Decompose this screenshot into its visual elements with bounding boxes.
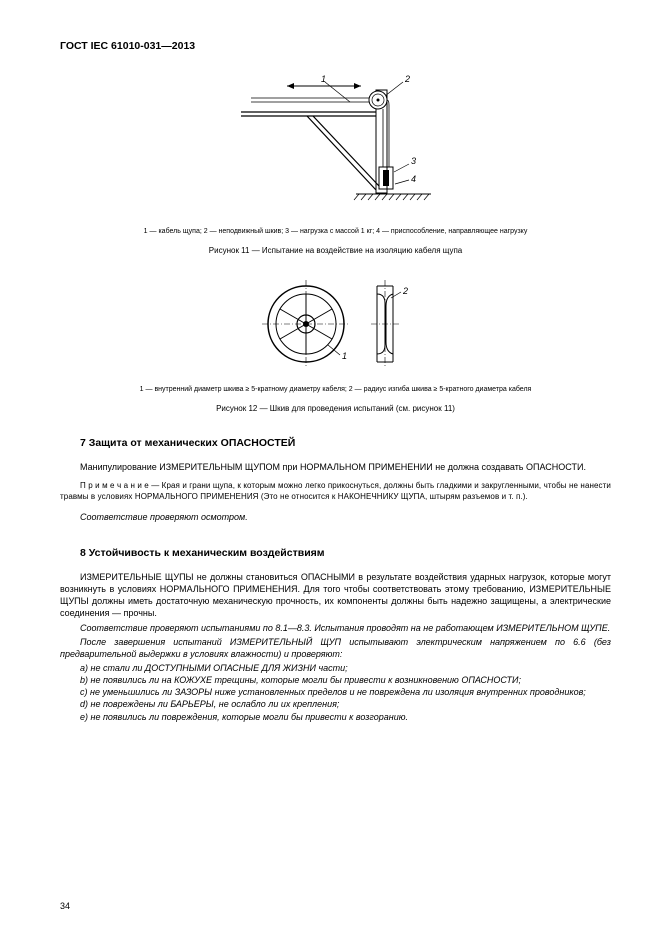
figure-12-svg: 1 2 bbox=[236, 277, 436, 372]
fig11-label-4: 4 bbox=[411, 174, 416, 184]
fig11-label-3: 3 bbox=[411, 156, 416, 166]
section-8-p1: ИЗМЕРИТЕЛЬНЫЕ ЩУПЫ не должны становиться… bbox=[60, 571, 611, 620]
section-7-p1: Манипулирование ИЗМЕРИТЕЛЬНЫМ ЩУПОМ при … bbox=[60, 461, 611, 473]
fig12-label-2: 2 bbox=[402, 286, 408, 296]
section-8-item-b: b) не появились ли на КОЖУХЕ трещины, ко… bbox=[60, 674, 611, 686]
section-8-p2: Соответствие проверяют испытаниями по 8.… bbox=[60, 622, 611, 634]
section-8-title: 8 Устойчивость к механическим воздействи… bbox=[80, 547, 611, 559]
section-8-item-e: e) не появились ли повреждения, которые … bbox=[60, 711, 611, 723]
figure-11-svg: 1 2 bbox=[221, 72, 451, 212]
page-number: 34 bbox=[60, 901, 70, 911]
section-8-p3: После завершения испытаний ИЗМЕРИТЕЛЬНЫЙ… bbox=[60, 636, 611, 660]
section-8-item-c: c) не уменьшились ли ЗАЗОРЫ ниже установ… bbox=[60, 686, 611, 698]
figure-11-legend: 1 — кабель щупа; 2 — неподвижный шкив; 3… bbox=[60, 227, 611, 236]
section-7-note: П р и м е ч а н и е — Края и грани щупа,… bbox=[60, 481, 611, 503]
figure-11-caption: Рисунок 11 — Испытание на воздействие на… bbox=[60, 246, 611, 255]
figure-12-legend: 1 — внутренний диаметр шкива ≥ 5-кратном… bbox=[60, 385, 611, 394]
figure-12-caption: Рисунок 12 — Шкив для проведения испытан… bbox=[60, 404, 611, 413]
section-7-p2: Соответствие проверяют осмотром. bbox=[60, 511, 611, 523]
section-7-title: 7 Защита от механических ОПАСНОСТЕЙ bbox=[80, 437, 611, 449]
section-8-item-a: a) не стали ли ДОСТУПНЫМИ ОПАСНЫЕ ДЛЯ ЖИ… bbox=[60, 662, 611, 674]
figure-12: 1 2 bbox=[60, 277, 611, 377]
figure-11: 1 2 bbox=[60, 72, 611, 217]
doc-header: ГОСТ IEC 61010-031—2013 bbox=[60, 40, 611, 52]
page: ГОСТ IEC 61010-031—2013 1 2 bbox=[0, 0, 661, 935]
fig12-label-1: 1 bbox=[342, 351, 347, 361]
fig11-label-2: 2 bbox=[404, 74, 410, 84]
section-8-item-d: d) не повреждены ли БАРЬЕРЫ, не ослабло … bbox=[60, 698, 611, 710]
